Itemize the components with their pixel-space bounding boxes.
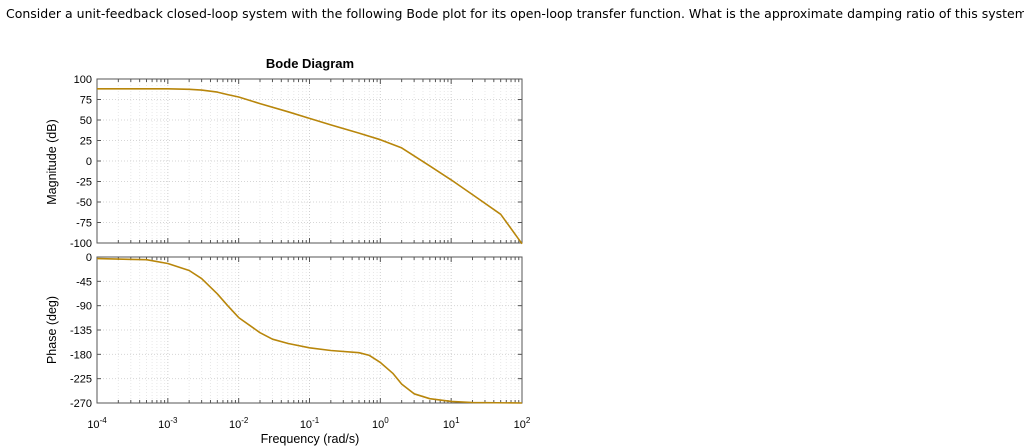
phase-y-tick-label: -225 <box>70 374 92 386</box>
x-tick-label: 10-3 <box>158 416 178 431</box>
magnitude-curve <box>97 88 523 245</box>
question-text: Consider a unit-feedback closed-loop sys… <box>6 6 1024 21</box>
magnitude-y-tick-label: 100 <box>74 74 92 86</box>
magnitude-y-tick-label: -100 <box>70 238 92 250</box>
magnitude-y-tick-label: -50 <box>76 197 92 209</box>
magnitude-y-tick-label: 0 <box>86 156 92 168</box>
magnitude-y-tick-label: 75 <box>80 95 92 107</box>
x-tick-label: 101 <box>443 416 460 431</box>
phase-curve <box>96 257 523 404</box>
phase-y-tick-label: -270 <box>70 398 92 410</box>
phase-y-tick-label: 0 <box>86 252 92 264</box>
x-tick-label: 10-4 <box>87 416 107 431</box>
phase-axes-frame <box>96 256 523 404</box>
magnitude-axes-frame <box>96 78 523 244</box>
magnitude-axis-label: Magnitude (dB) <box>45 119 59 204</box>
magnitude-y-tick-label: -25 <box>76 177 92 189</box>
phase-y-tick-label: -180 <box>70 349 92 361</box>
magnitude-y-tick-label: -75 <box>76 218 92 230</box>
chart-title: Bode Diagram <box>266 56 354 71</box>
x-tick-label: 100 <box>372 416 389 431</box>
x-axis-label: Frequency (rad/s) <box>261 432 360 446</box>
phase-axis-label: Phase (deg) <box>45 296 59 364</box>
phase-y-tick-label: -135 <box>70 325 92 337</box>
x-tick-label: 10-1 <box>300 416 320 431</box>
magnitude-y-tick-label: 50 <box>80 115 92 127</box>
x-tick-label: 10-2 <box>229 416 249 431</box>
magnitude-y-tick-label: 25 <box>80 136 92 148</box>
x-tick-label: 102 <box>514 416 531 431</box>
phase-y-tick-label: -90 <box>76 301 92 313</box>
phase-y-tick-label: -45 <box>76 276 92 288</box>
